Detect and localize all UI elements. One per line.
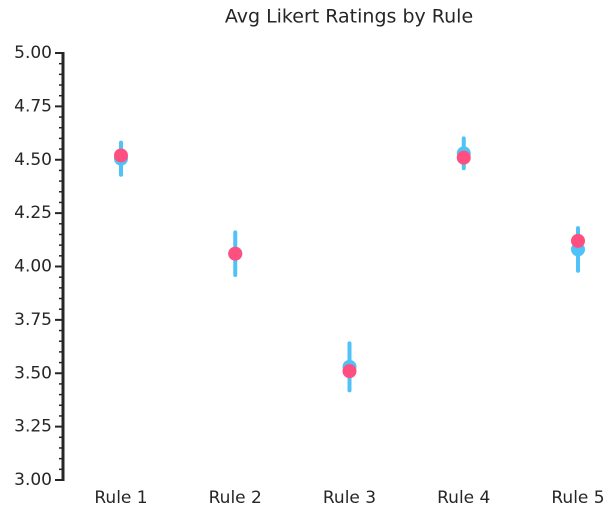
y-tick-label: 4.00	[14, 257, 52, 277]
point	[571, 233, 585, 248]
y-tick-label: 4.75	[14, 96, 52, 116]
x-tick-label: Rule 4	[437, 488, 490, 508]
y-tick-label: 3.75	[14, 310, 52, 330]
x-tick-label: Rule 1	[94, 488, 147, 508]
point	[456, 150, 471, 165]
y-tick-label: 3.00	[14, 470, 52, 490]
y-tick-label: 4.50	[14, 150, 52, 170]
x-tick-label: Rule 2	[209, 488, 262, 508]
chart-title: Avg Likert Ratings by Rule	[225, 6, 473, 28]
y-tick-label: 4.25	[14, 203, 52, 223]
point	[114, 148, 128, 163]
point	[342, 364, 357, 379]
y-tick-label: 3.25	[14, 417, 52, 437]
x-tick-label: Rule 5	[551, 488, 604, 508]
x-tick-label: Rule 3	[323, 488, 376, 508]
y-tick-label: 3.50	[14, 363, 52, 383]
point	[228, 246, 243, 261]
y-tick-label: 5.00	[14, 43, 52, 63]
